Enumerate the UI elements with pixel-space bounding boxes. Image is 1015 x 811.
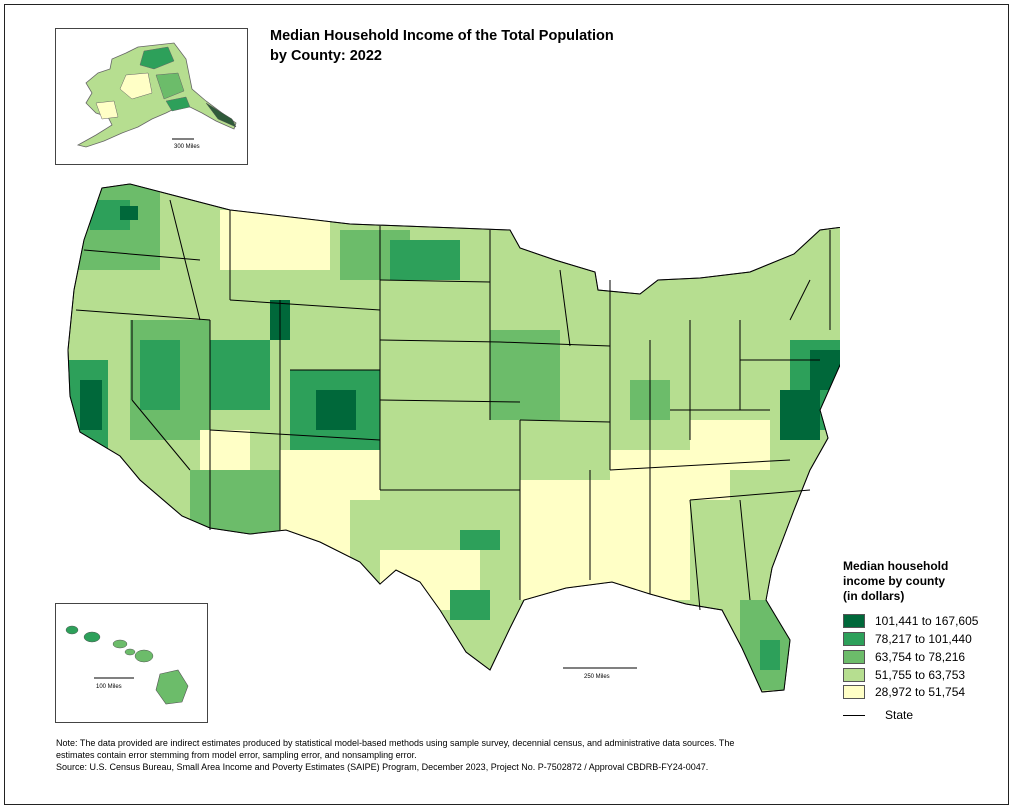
legend-state-item: State xyxy=(843,708,913,722)
legend-title-line-3: (in dollars) xyxy=(843,589,905,603)
hawaii-scale-label: 100 Miles xyxy=(96,684,122,690)
note-line-2: estimates contain error stemming from mo… xyxy=(56,750,417,760)
legend-item: 51,755 to 63,753 xyxy=(843,667,965,683)
legend-label: 51,755 to 63,753 xyxy=(875,668,966,682)
source-note: Note: The data provided are indirect est… xyxy=(56,737,996,773)
legend-item: 78,217 to 101,440 xyxy=(843,631,972,647)
legend-swatch xyxy=(843,614,865,628)
note-line-1: Note: The data provided are indirect est… xyxy=(56,738,735,748)
legend-label: 78,217 to 101,440 xyxy=(875,632,972,646)
main-us-map: 250 Miles xyxy=(67,183,840,693)
legend-swatch xyxy=(843,650,865,664)
state-boundaries xyxy=(67,183,840,693)
hawaii-inset: 100 Miles xyxy=(55,603,208,723)
legend-item: 28,972 to 51,754 xyxy=(843,684,965,700)
title-line-2: by County: 2022 xyxy=(270,48,382,64)
legend-item: 63,754 to 78,216 xyxy=(843,649,965,665)
title-line-1: Median Household Income of the Total Pop… xyxy=(270,28,614,44)
note-line-3: Source: U.S. Census Bureau, Small Area I… xyxy=(56,762,709,772)
alaska-scale-label: 300 Miles xyxy=(174,144,200,150)
legend-title-line-1: Median household xyxy=(843,559,949,573)
legend-swatch xyxy=(843,668,865,682)
main-scale-label: 250 Miles xyxy=(584,674,610,680)
legend-swatch xyxy=(843,632,865,646)
hawaii-map: 100 Miles xyxy=(65,625,189,705)
legend-title-line-2: income by county xyxy=(843,574,946,588)
legend-title: Median household income by county (in do… xyxy=(843,559,1003,604)
legend-swatch xyxy=(843,685,865,699)
alaska-map: 300 Miles xyxy=(76,42,237,150)
legend-label: 63,754 to 78,216 xyxy=(875,650,966,664)
legend-state-label: State xyxy=(885,708,914,722)
legend-label: 28,972 to 51,754 xyxy=(875,685,966,699)
alaska-inset: 300 Miles xyxy=(55,28,248,165)
legend-item: 101,441 to 167,605 xyxy=(843,613,978,629)
legend-label: 101,441 to 167,605 xyxy=(875,614,979,628)
map-title: Median Household Income of the Total Pop… xyxy=(270,26,690,66)
state-line-symbol xyxy=(843,714,865,716)
